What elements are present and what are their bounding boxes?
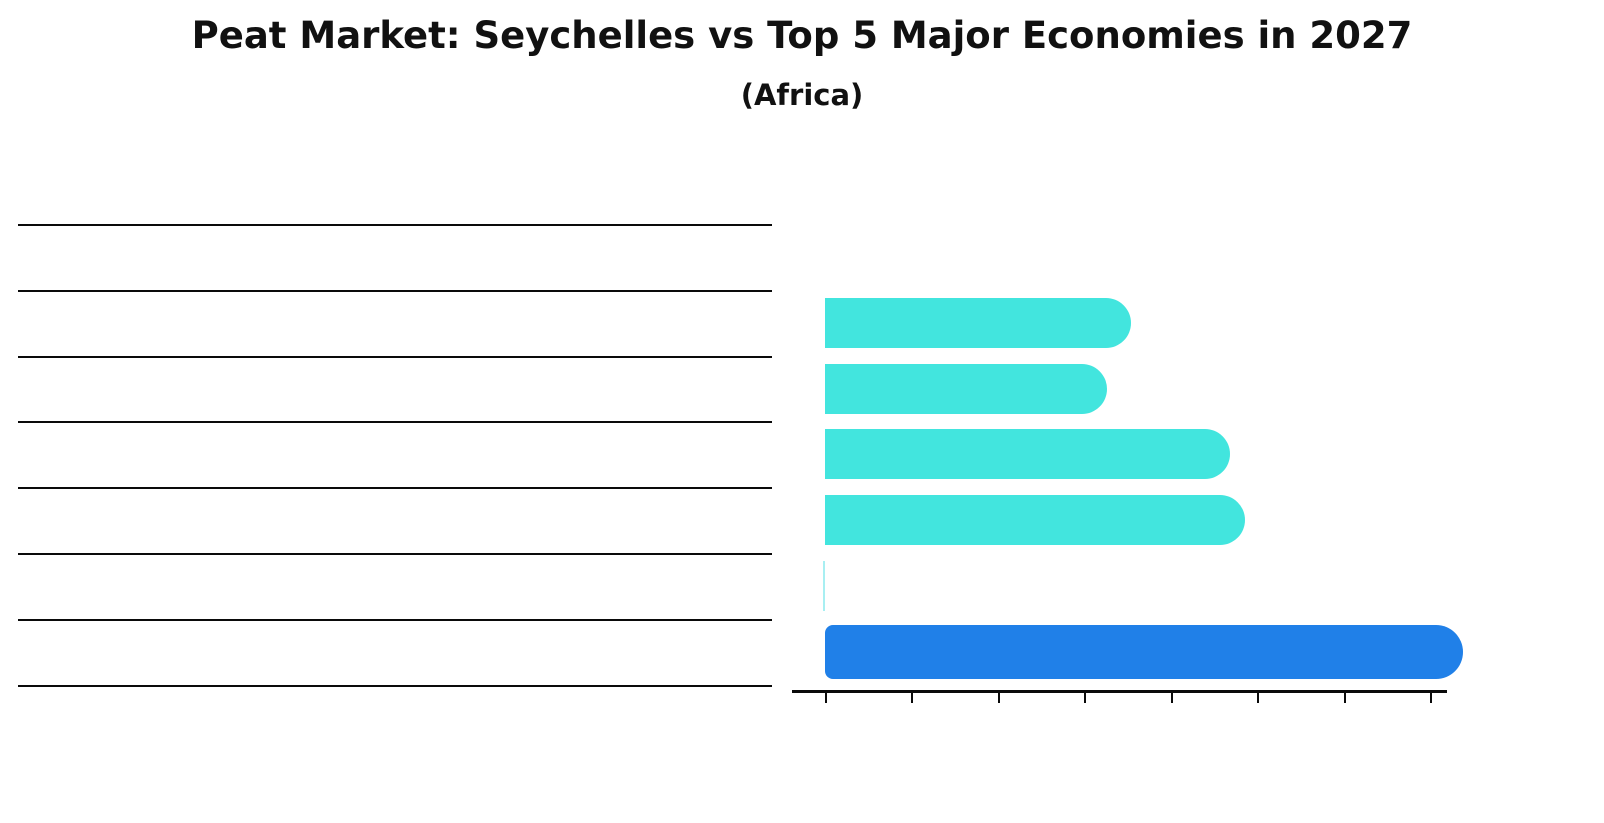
bar-ethiopia xyxy=(825,429,1230,479)
table-rule xyxy=(18,553,772,555)
bar-seychelles xyxy=(825,625,1463,679)
x-axis-tick xyxy=(1171,693,1173,703)
table-rule xyxy=(18,290,772,292)
table-rule xyxy=(18,487,772,489)
chart-title: Peat Market: Seychelles vs Top 5 Major E… xyxy=(191,14,1413,57)
chart-subtitle: (Africa) xyxy=(740,78,864,112)
table-rule xyxy=(18,356,772,358)
x-axis-tick xyxy=(1430,693,1432,703)
x-axis-tick xyxy=(1257,693,1259,703)
bar-south-africa xyxy=(825,364,1107,414)
table-rule xyxy=(18,619,772,621)
bar-nigeria xyxy=(823,561,825,611)
x-axis-tick xyxy=(1084,693,1086,703)
x-axis-tick xyxy=(998,693,1000,703)
x-axis-tick xyxy=(1344,693,1346,703)
table-rule xyxy=(18,224,772,226)
x-axis-line xyxy=(792,690,1447,693)
bar-egypt xyxy=(825,298,1131,348)
table-rule xyxy=(18,685,772,687)
bar-algeria xyxy=(825,495,1245,545)
x-axis-tick xyxy=(825,693,827,703)
x-axis-tick xyxy=(911,693,913,703)
table-rule xyxy=(18,421,772,423)
